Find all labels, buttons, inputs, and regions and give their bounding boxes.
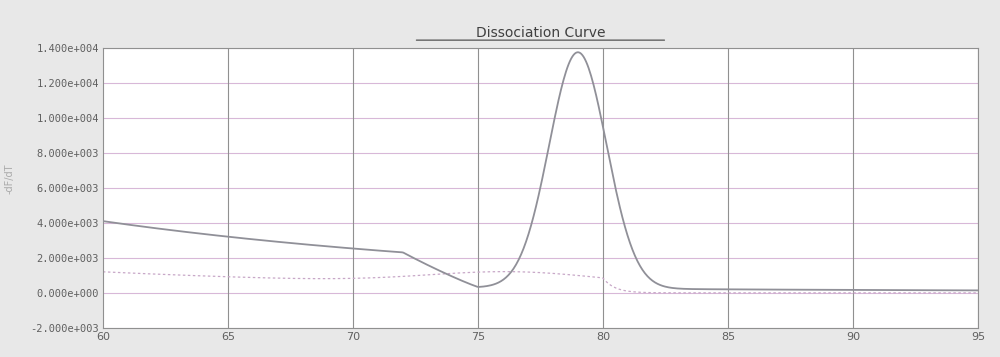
Text: Dissociation Curve: Dissociation Curve (476, 26, 605, 40)
Text: -dF/dT: -dF/dT (5, 163, 15, 194)
